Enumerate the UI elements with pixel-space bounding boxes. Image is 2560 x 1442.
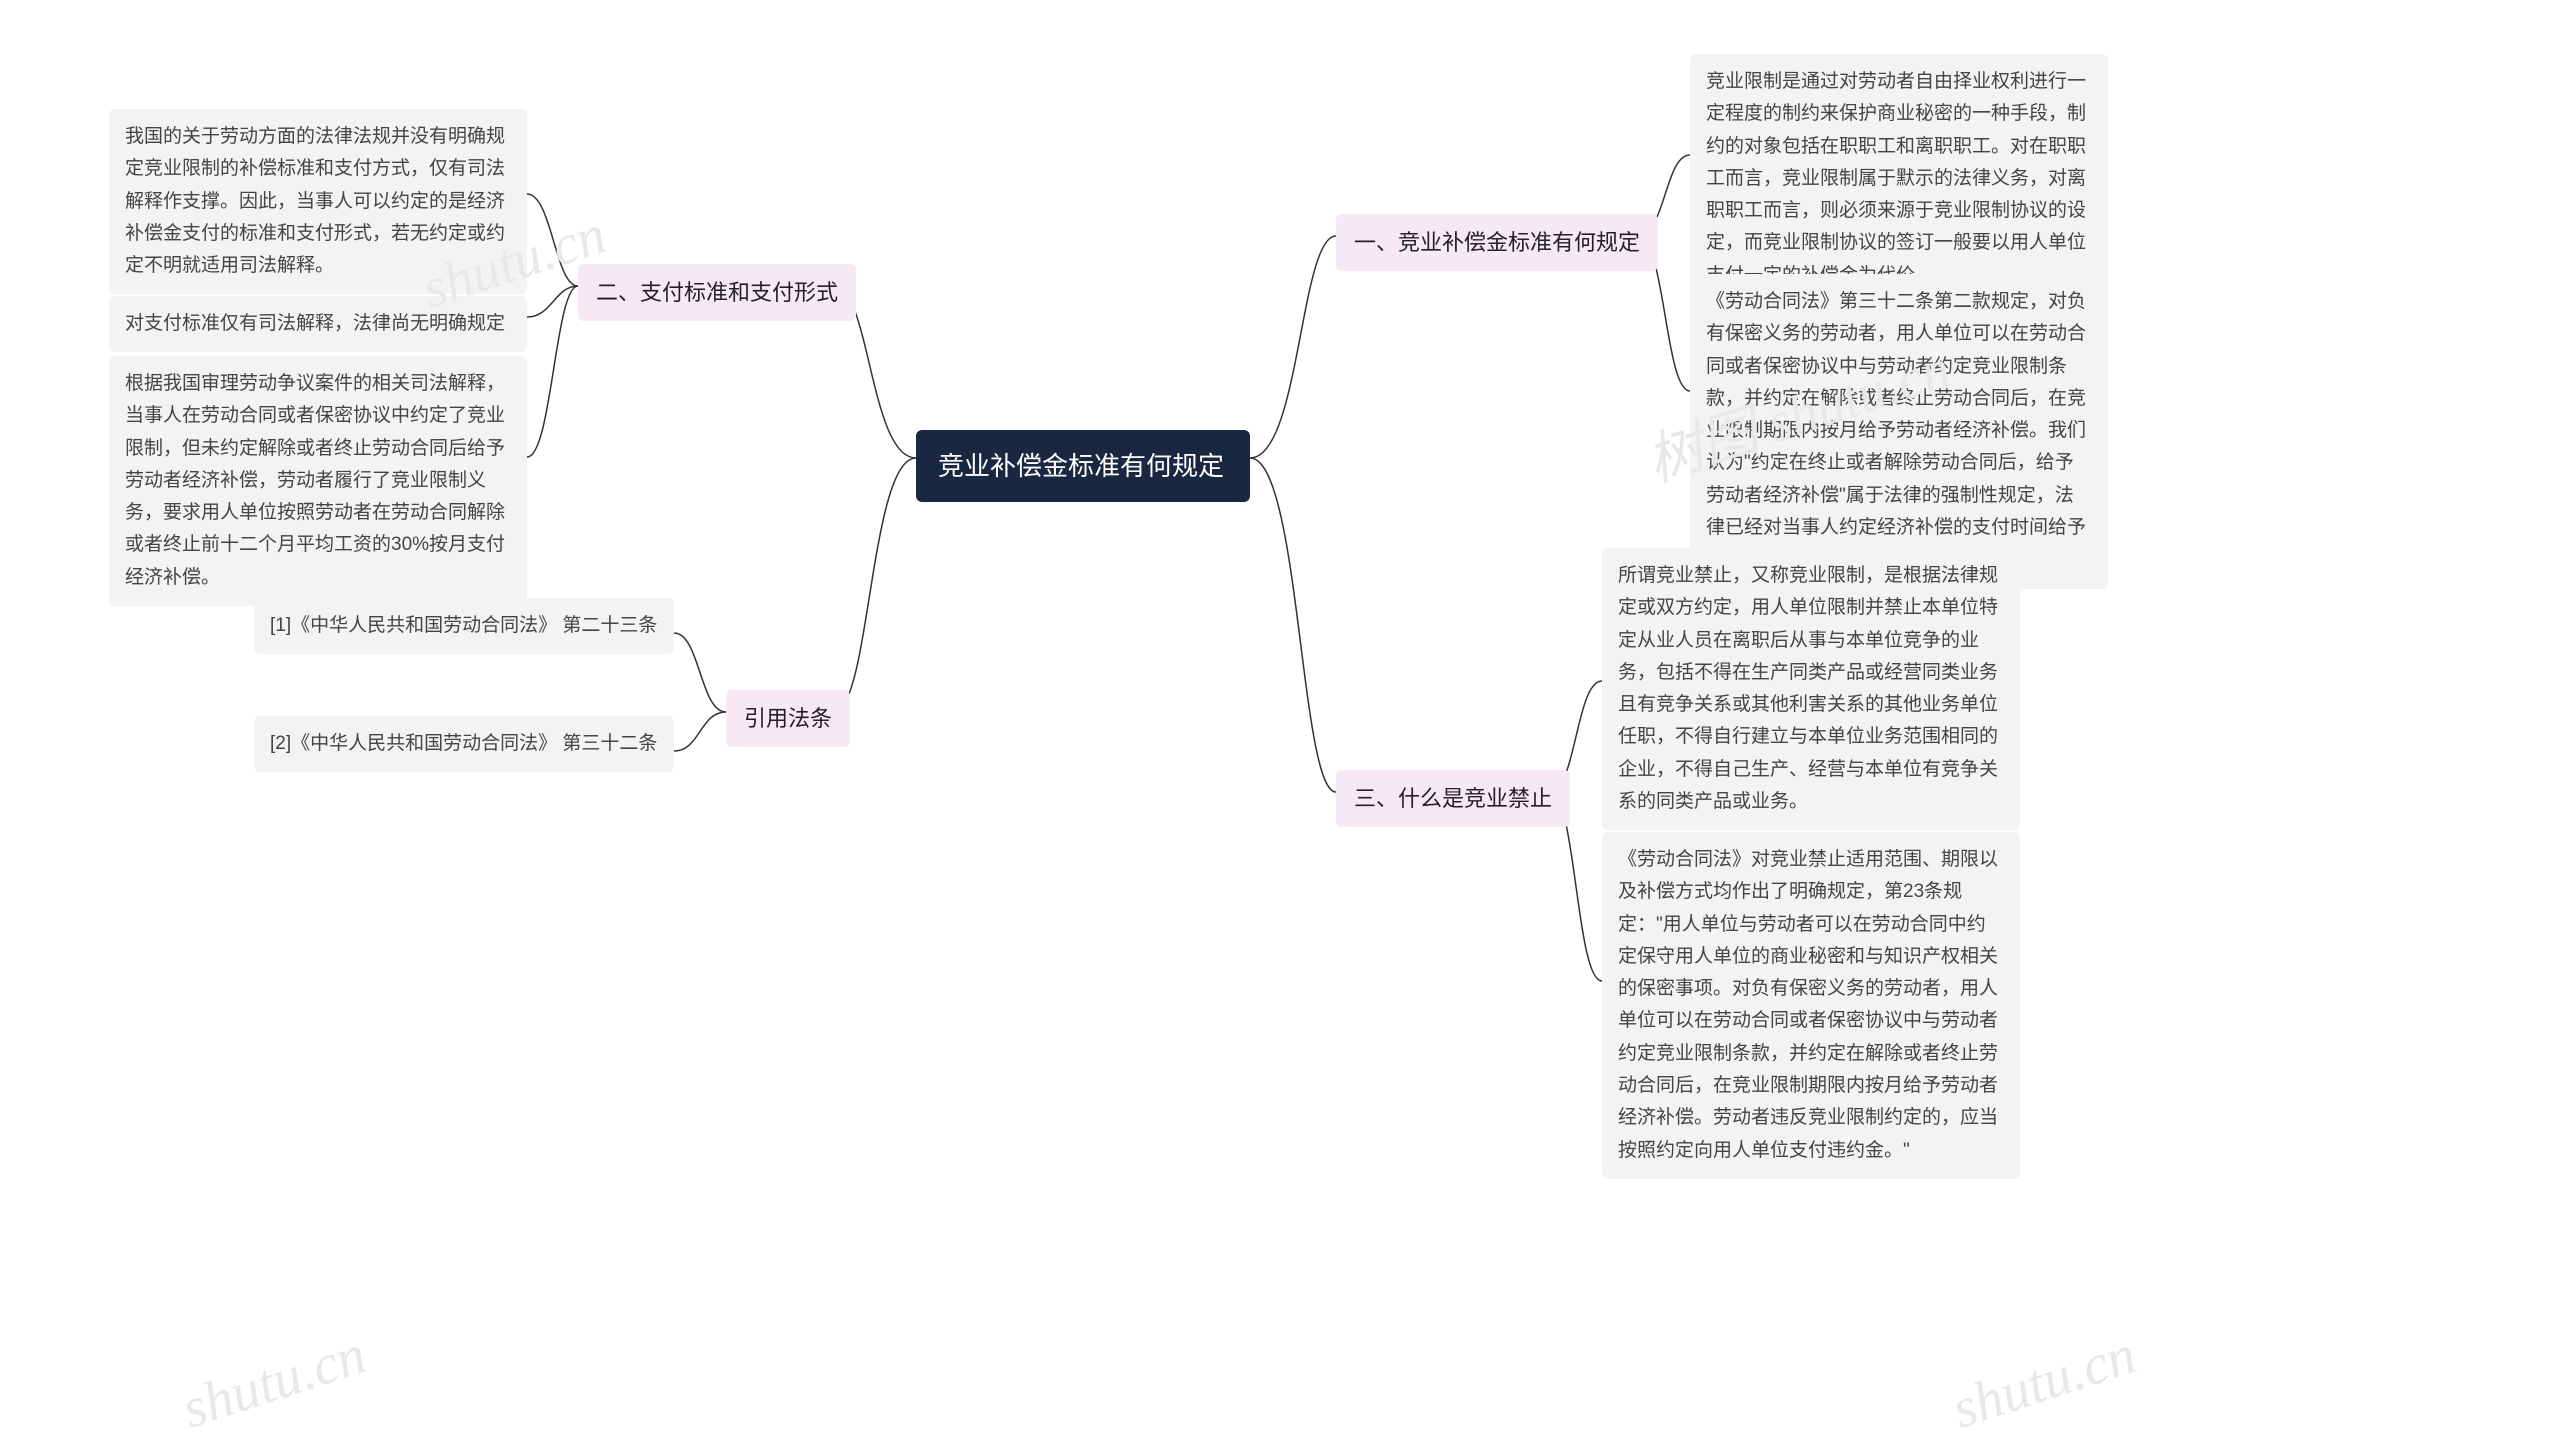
branch-cited-law[interactable]: 引用法条 (726, 690, 850, 747)
leaf-b3-1: 所谓竞业禁止，又称竞业限制，是根据法律规定或双方约定，用人单位限制并禁止本单位特… (1602, 548, 2020, 830)
watermark: shutu.cn (175, 1322, 374, 1441)
leaf-b1-2: 《劳动合同法》第三十二条第二款规定，对负有保密义务的劳动者，用人单位可以在劳动合… (1690, 274, 2108, 589)
leaf-b2-1: 我国的关于劳动方面的法律法规并没有明确规定竞业限制的补偿标准和支付方式，仅有司法… (109, 109, 527, 294)
leaf-b4-1: [1]《中华人民共和国劳动合同法》 第二十三条 (254, 598, 674, 654)
mindmap-root[interactable]: 竞业补偿金标准有何规定 (916, 430, 1250, 502)
leaf-b2-3: 根据我国审理劳动争议案件的相关司法解释，当事人在劳动合同或者保密协议中约定了竞业… (109, 356, 527, 606)
leaf-b1-1: 竞业限制是通过对劳动者自由择业权利进行一定程度的制约来保护商业秘密的一种手段，制… (1690, 54, 2108, 304)
leaf-b3-2: 《劳动合同法》对竞业禁止适用范围、期限以及补偿方式均作出了明确规定，第23条规定… (1602, 832, 2020, 1179)
branch-payment-standard[interactable]: 二、支付标准和支付形式 (578, 264, 856, 321)
leaf-b2-2: 对支付标准仅有司法解释，法律尚无明确规定 (109, 296, 527, 352)
branch-non-compete[interactable]: 三、什么是竞业禁止 (1336, 770, 1570, 827)
leaf-b4-2: [2]《中华人民共和国劳动合同法》 第三十二条 (254, 716, 674, 772)
branch-compensation-standard[interactable]: 一、竞业补偿金标准有何规定 (1336, 214, 1658, 271)
watermark: shutu.cn (1945, 1322, 2144, 1441)
